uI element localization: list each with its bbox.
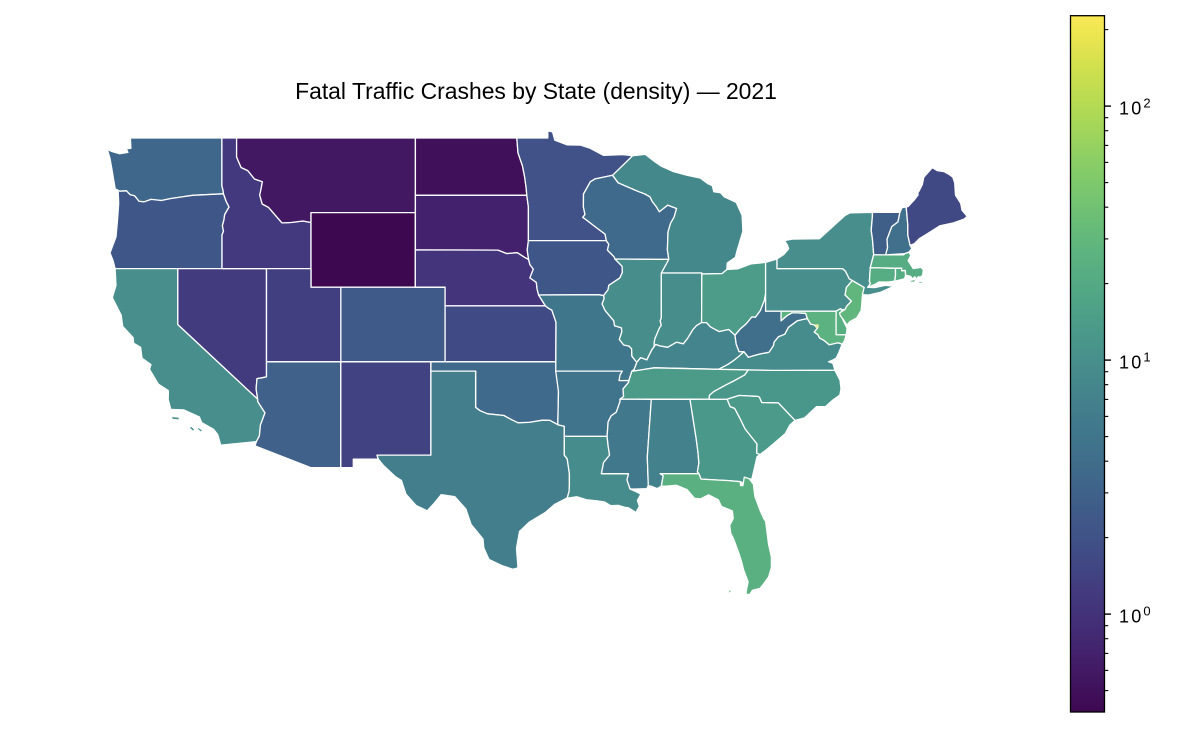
svg-text:100: 100 xyxy=(1119,603,1153,626)
svg-text:Fatal Traffic Crashes by State: Fatal Traffic Crashes by State (density)… xyxy=(295,78,777,104)
svg-text:101: 101 xyxy=(1119,349,1153,372)
svg-text:102: 102 xyxy=(1119,95,1153,118)
